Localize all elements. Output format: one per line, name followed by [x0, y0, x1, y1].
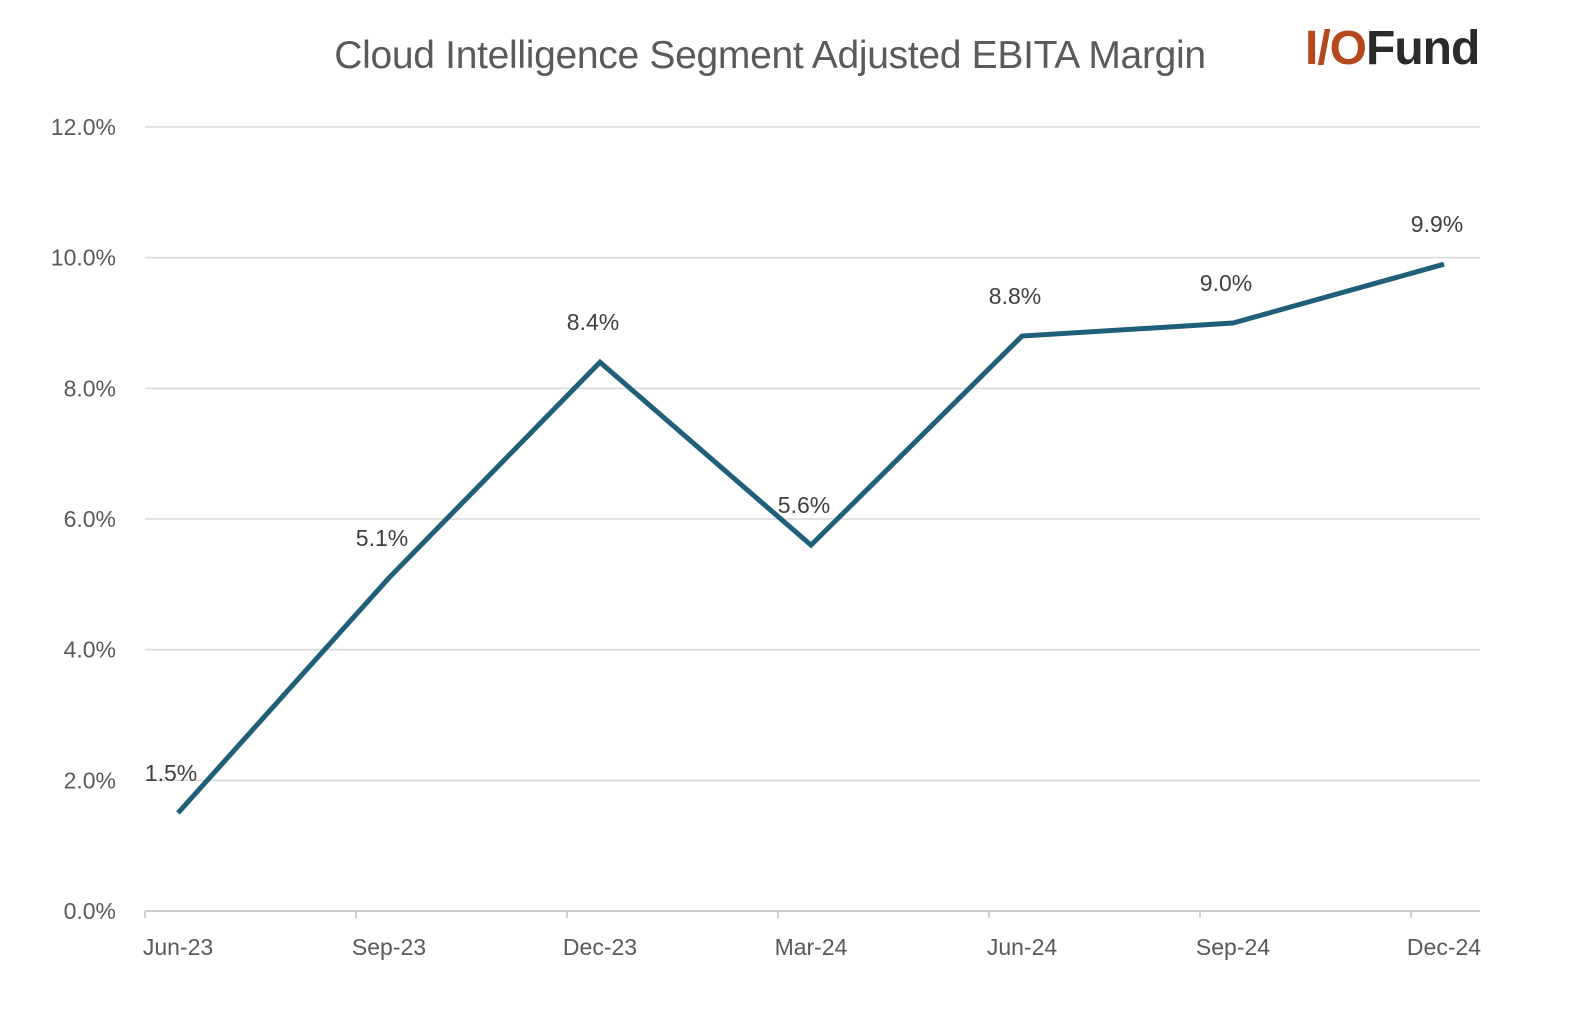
y-tick-label: 10.0% — [51, 245, 116, 271]
x-tick-label: Sep-23 — [352, 934, 426, 960]
io-fund-logo: I/OFund — [1305, 22, 1480, 75]
x-tick-label: Mar-24 — [775, 934, 848, 960]
data-label: 8.4% — [567, 309, 619, 335]
y-tick-label: 6.0% — [64, 506, 116, 532]
gridlines — [145, 126, 1480, 782]
data-label: 9.0% — [1200, 270, 1252, 296]
series-line-path — [176, 261, 1445, 815]
y-tick-label: 8.0% — [64, 375, 116, 401]
y-tick-label: 4.0% — [64, 637, 116, 663]
x-tick-label: Dec-23 — [563, 934, 637, 960]
y-tick-label: 12.0% — [51, 114, 116, 140]
y-tick-label: 0.0% — [64, 898, 116, 924]
x-tick-label: Dec-24 — [1407, 934, 1481, 960]
data-label: 5.1% — [356, 525, 408, 551]
data-label: 1.5% — [145, 760, 197, 786]
x-tick-label: Jun-24 — [987, 934, 1058, 960]
y-tick-label: 2.0% — [64, 767, 116, 793]
data-label: 8.8% — [989, 283, 1041, 309]
logo-prefix: I/O — [1305, 22, 1367, 75]
x-axis: Jun-23 Sep-23 Dec-23 Mar-24 Jun-24 Sep-24 Dec-… — [143, 910, 1481, 960]
logo-suffix: Fund — [1366, 22, 1480, 75]
data-label: 5.6% — [778, 492, 830, 518]
data-label: 9.9% — [1411, 211, 1463, 237]
data-labels: 1.5% 5.1% 8.4% 5.6% 8.8% 9.0% 9.9% — [145, 211, 1463, 786]
x-tick-label: Sep-24 — [1196, 934, 1270, 960]
chart-title: Cloud Intelligence Segment Adjusted EBIT… — [334, 34, 1206, 77]
x-tick-label: Jun-23 — [143, 934, 213, 960]
y-axis-tick-labels: 0.0% 2.0% 4.0% 6.0% 8.0% 10.0% 12.0% — [51, 114, 116, 924]
series-line — [176, 261, 1445, 815]
